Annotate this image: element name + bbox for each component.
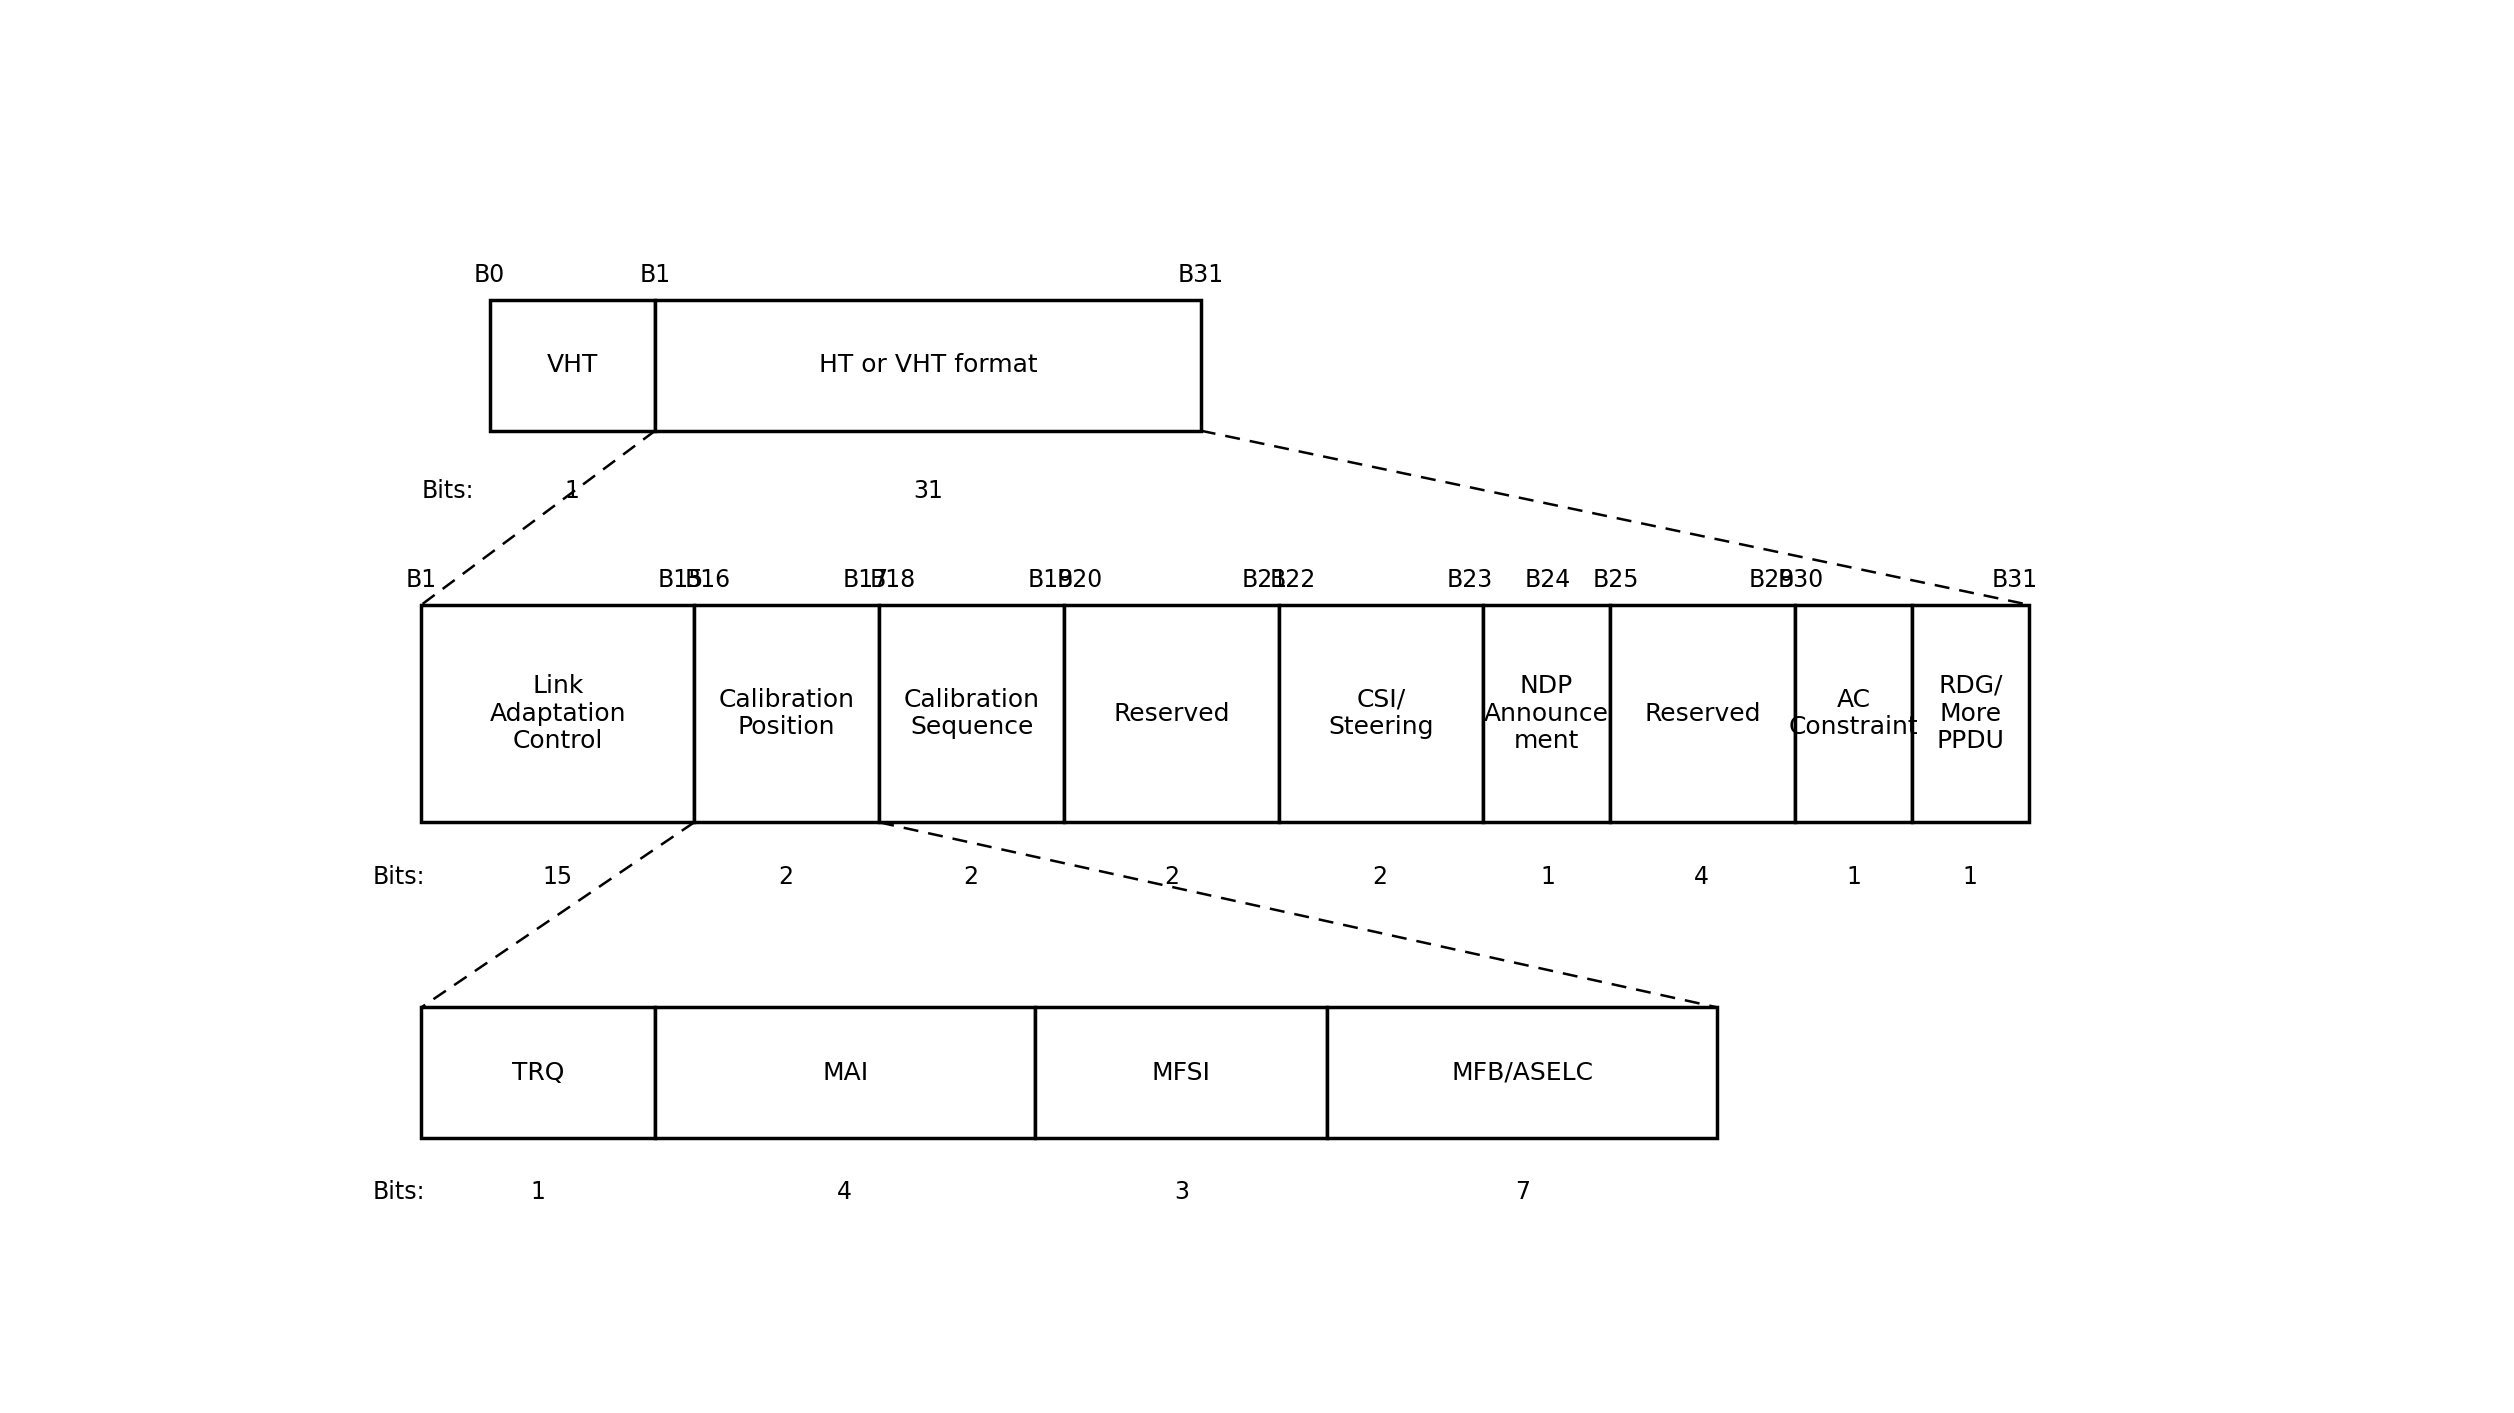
- Text: B21: B21: [1242, 568, 1287, 592]
- Text: Bits:: Bits:: [372, 865, 425, 889]
- Text: B17: B17: [842, 568, 887, 592]
- Text: 2: 2: [1164, 865, 1179, 889]
- Text: B1: B1: [405, 568, 437, 592]
- Text: B1: B1: [639, 263, 671, 287]
- Text: Calibration
Sequence: Calibration Sequence: [905, 688, 1041, 739]
- Bar: [656, 300, 1202, 431]
- Text: Link
Adaptation
Control: Link Adaptation Control: [490, 674, 626, 753]
- Text: B22: B22: [1270, 568, 1315, 592]
- Text: VHT: VHT: [546, 353, 598, 377]
- Bar: [1280, 605, 1483, 822]
- Text: B30: B30: [1777, 568, 1825, 592]
- Text: B31: B31: [1991, 568, 2039, 592]
- Text: 4: 4: [1694, 865, 1710, 889]
- Text: 4: 4: [837, 1180, 852, 1204]
- Text: Reserved: Reserved: [1114, 702, 1229, 725]
- Text: B16: B16: [684, 568, 732, 592]
- Text: Reserved: Reserved: [1644, 702, 1760, 725]
- Text: 1: 1: [530, 1180, 546, 1204]
- Text: TRQ: TRQ: [513, 1061, 566, 1085]
- Text: CSI/
Steering: CSI/ Steering: [1327, 688, 1433, 739]
- Bar: [694, 605, 880, 822]
- Text: B29: B29: [1750, 568, 1795, 592]
- Bar: [490, 300, 656, 431]
- Bar: [1483, 605, 1609, 822]
- Text: 1: 1: [1963, 865, 1979, 889]
- Text: MAI: MAI: [822, 1061, 867, 1085]
- Text: AC
Constraint: AC Constraint: [1787, 688, 1918, 739]
- Text: B31: B31: [1177, 263, 1224, 287]
- Bar: [422, 1007, 656, 1137]
- Text: 1: 1: [1845, 865, 1860, 889]
- Text: 31: 31: [913, 479, 943, 503]
- Text: MFSI: MFSI: [1151, 1061, 1212, 1085]
- Text: Bits:: Bits:: [372, 1180, 425, 1204]
- Bar: [422, 605, 694, 822]
- Text: B23: B23: [1446, 568, 1493, 592]
- Text: 15: 15: [543, 865, 573, 889]
- Text: 1: 1: [1541, 865, 1556, 889]
- Bar: [656, 1007, 1036, 1137]
- Text: NDP
Announce
ment: NDP Announce ment: [1483, 674, 1609, 753]
- Bar: [1327, 1007, 1717, 1137]
- Text: B24: B24: [1523, 568, 1571, 592]
- Text: 3: 3: [1174, 1180, 1189, 1204]
- Text: B25: B25: [1591, 568, 1639, 592]
- Text: B0: B0: [475, 263, 505, 287]
- Text: 1: 1: [563, 479, 578, 503]
- Bar: [1609, 605, 1795, 822]
- Text: B20: B20: [1056, 568, 1104, 592]
- Text: B18: B18: [870, 568, 915, 592]
- Text: 7: 7: [1516, 1180, 1529, 1204]
- Text: RDG/
More
PPDU: RDG/ More PPDU: [1936, 674, 2004, 753]
- Text: 2: 2: [963, 865, 978, 889]
- Text: MFB/ASELC: MFB/ASELC: [1451, 1061, 1594, 1085]
- Bar: [1911, 605, 2029, 822]
- Text: B15: B15: [656, 568, 704, 592]
- Text: HT or VHT format: HT or VHT format: [820, 353, 1038, 377]
- Bar: [880, 605, 1063, 822]
- Bar: [1795, 605, 1911, 822]
- Bar: [1063, 605, 1280, 822]
- Text: B19: B19: [1028, 568, 1073, 592]
- Text: 2: 2: [779, 865, 794, 889]
- Bar: [1036, 1007, 1327, 1137]
- Text: 2: 2: [1373, 865, 1388, 889]
- Text: Bits:: Bits:: [422, 479, 475, 503]
- Text: Calibration
Position: Calibration Position: [719, 688, 855, 739]
